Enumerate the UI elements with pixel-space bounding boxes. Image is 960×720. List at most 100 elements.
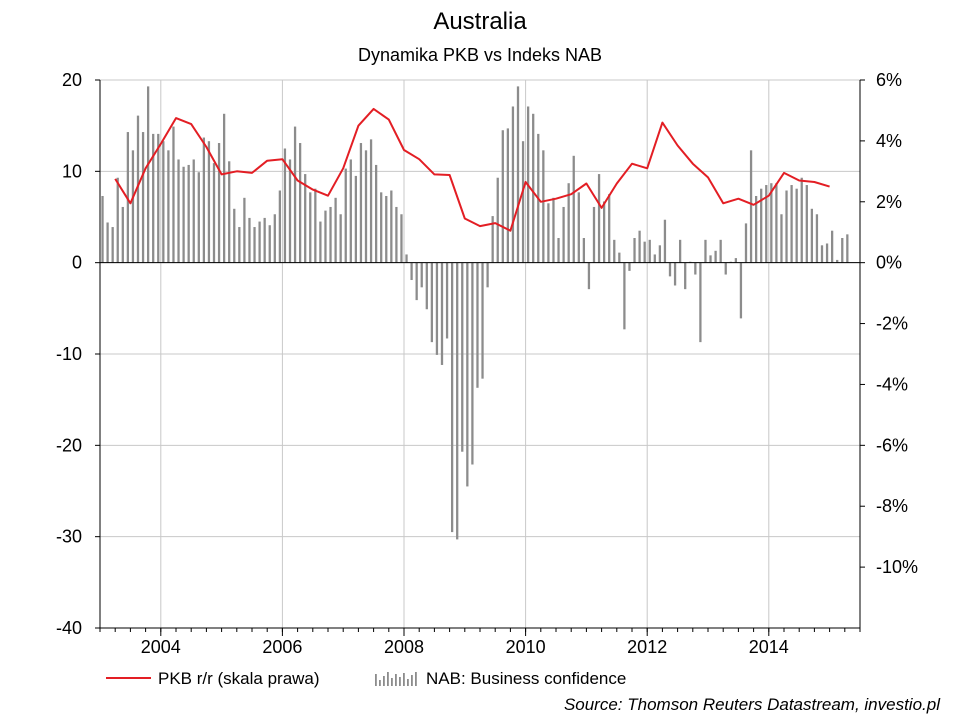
legend-swatch-bar-6	[399, 677, 401, 686]
x-tick-label-3: 2010	[506, 637, 546, 657]
bar-77	[491, 216, 494, 263]
bar-137	[795, 188, 798, 263]
legend: PKB r/r (skala prawa) NAB: Business conf…	[106, 669, 626, 688]
source-note: Source: Thomson Reuters Datastream, inve…	[564, 695, 941, 714]
bar-117	[694, 262, 697, 275]
bar-125	[734, 258, 738, 263]
right-axis-ticks: 6% 4% 2% 0% -2% -4% -6% -8% -10%	[860, 70, 918, 577]
left-tick-label-6: -40	[56, 618, 82, 638]
bar-60	[405, 254, 408, 263]
right-tick-label-8: -10%	[876, 557, 918, 577]
bar-43	[319, 221, 322, 263]
bar-147	[846, 234, 849, 263]
chart-title: Australia	[433, 8, 527, 35]
bar-20	[202, 137, 206, 263]
chart-subtitle: Dynamika PKB vs Indeks NAB	[358, 45, 602, 65]
bar-16	[182, 166, 185, 263]
bar-85	[532, 113, 535, 263]
right-tick-label-3: 0%	[876, 253, 902, 273]
right-tick-label-2: 2%	[876, 192, 902, 212]
bar-131	[765, 185, 768, 263]
bar-74	[476, 262, 479, 388]
x-tick-label-1: 2006	[262, 637, 302, 657]
bar-98	[597, 174, 601, 263]
bar-91	[562, 206, 565, 263]
bar-0	[101, 195, 104, 263]
bar-139	[805, 185, 808, 263]
bar-50	[354, 175, 358, 263]
bars-series	[101, 86, 849, 540]
bar-76	[486, 262, 489, 288]
x-tick-label-5: 2014	[749, 637, 789, 657]
bar-22	[212, 163, 216, 263]
bar-66	[435, 262, 439, 355]
bar-103	[623, 262, 626, 330]
bar-62	[415, 262, 418, 301]
bar-1	[106, 222, 109, 263]
bar-44	[324, 210, 327, 263]
bar-37	[288, 159, 292, 263]
x-tick-label-0: 2004	[141, 637, 181, 657]
bar-112	[668, 262, 672, 277]
legend-swatch-bar-0	[375, 674, 377, 686]
bar-54	[374, 164, 378, 263]
bar-94	[577, 192, 580, 263]
bar-105	[633, 238, 636, 263]
bar-145	[836, 259, 839, 263]
bar-47	[339, 214, 342, 263]
bar-133	[775, 183, 778, 263]
legend-bar-swatch	[375, 672, 417, 686]
legend-entry-bars: NAB: Business confidence	[426, 669, 626, 688]
bar-141	[815, 214, 819, 263]
bar-130	[760, 188, 763, 263]
right-tick-label-6: -6%	[876, 435, 908, 455]
bar-64	[425, 262, 428, 310]
bar-17	[187, 164, 190, 263]
bar-56	[385, 195, 388, 263]
left-tick-label-3: -10	[56, 344, 82, 364]
legend-entry-line: PKB r/r (skala prawa)	[158, 669, 320, 688]
bar-21	[207, 141, 211, 263]
bar-28	[243, 197, 246, 263]
left-tick-label-1: 10	[62, 161, 82, 181]
legend-swatch-bar-9	[411, 675, 413, 686]
left-tick-label-0: 20	[62, 70, 82, 90]
bar-102	[618, 252, 621, 263]
bar-73	[471, 262, 474, 465]
right-tick-label-0: 6%	[876, 70, 902, 90]
bar-34	[273, 214, 276, 263]
bar-35	[278, 190, 282, 263]
bar-114	[678, 239, 682, 263]
x-axis-ticks: 2004 2006 2008 2010 2012 2014	[99, 628, 861, 657]
bar-69	[450, 262, 454, 533]
x-tick-label-4: 2012	[627, 637, 667, 657]
bar-45	[329, 206, 332, 263]
legend-swatch-bar-7	[403, 673, 405, 686]
bar-115	[684, 262, 687, 290]
bar-119	[704, 239, 707, 263]
bar-81	[511, 106, 515, 263]
bar-136	[790, 185, 793, 263]
bar-78	[496, 177, 499, 263]
bar-83	[521, 141, 525, 263]
bar-88	[547, 203, 550, 263]
bar-97	[592, 206, 596, 263]
bar-143	[825, 243, 829, 263]
bar-126	[739, 262, 743, 319]
bar-72	[466, 262, 469, 487]
bar-19	[197, 172, 200, 263]
gdp-line	[114, 107, 830, 232]
bar-80	[506, 128, 510, 263]
bar-25	[228, 161, 231, 263]
left-tick-label-2: 0	[72, 253, 82, 273]
bar-18	[192, 159, 195, 263]
bar-123	[724, 262, 727, 275]
bar-53	[369, 139, 373, 263]
bar-146	[841, 238, 844, 263]
bar-113	[673, 262, 677, 286]
legend-swatch-bar-3	[387, 672, 389, 686]
bar-36	[283, 148, 287, 263]
bar-68	[445, 262, 449, 339]
bar-89	[552, 197, 555, 263]
bar-15	[177, 159, 180, 263]
